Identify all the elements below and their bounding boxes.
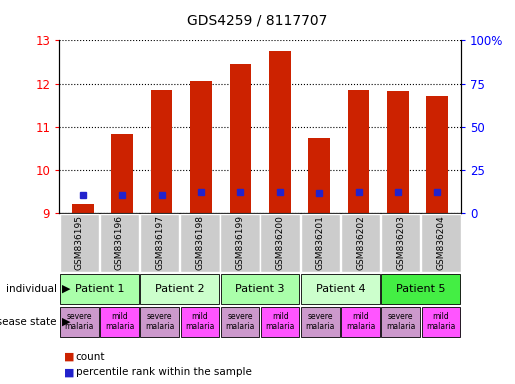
Bar <box>301 214 340 272</box>
Text: Patient 3: Patient 3 <box>235 284 285 294</box>
Bar <box>60 306 98 337</box>
Bar <box>230 64 251 213</box>
Text: GSM836197: GSM836197 <box>155 215 164 270</box>
Text: GSM836201: GSM836201 <box>316 215 325 270</box>
Text: count: count <box>76 352 105 362</box>
Bar <box>140 214 179 272</box>
Text: GDS4259 / 8117707: GDS4259 / 8117707 <box>187 13 328 27</box>
Bar <box>381 214 420 272</box>
Bar <box>261 306 299 337</box>
Bar <box>60 214 99 272</box>
Text: GSM836199: GSM836199 <box>235 215 245 270</box>
Text: percentile rank within the sample: percentile rank within the sample <box>76 367 252 377</box>
Bar <box>151 90 173 213</box>
Text: mild
malaria: mild malaria <box>265 312 295 331</box>
Text: Patient 5: Patient 5 <box>396 284 445 294</box>
Bar <box>181 306 219 337</box>
Text: mild
malaria: mild malaria <box>426 312 456 331</box>
Text: severe
malaria: severe malaria <box>64 312 94 331</box>
Bar <box>180 214 219 272</box>
Text: GSM836202: GSM836202 <box>356 215 365 270</box>
Bar <box>100 214 139 272</box>
Bar <box>382 274 460 304</box>
Text: ▶: ▶ <box>62 316 71 327</box>
Text: severe
malaria: severe malaria <box>225 312 255 331</box>
Text: GSM836203: GSM836203 <box>396 215 405 270</box>
Bar <box>111 134 133 213</box>
Bar <box>100 306 139 337</box>
Bar <box>141 274 219 304</box>
Text: GSM836195: GSM836195 <box>75 215 84 270</box>
Bar <box>301 274 380 304</box>
Bar <box>387 91 409 213</box>
Bar <box>341 306 380 337</box>
Text: severe
malaria: severe malaria <box>145 312 175 331</box>
Bar <box>421 214 460 272</box>
Bar <box>422 306 460 337</box>
Text: severe
malaria: severe malaria <box>386 312 416 331</box>
Bar <box>221 306 259 337</box>
Bar <box>301 306 339 337</box>
Bar <box>348 90 369 213</box>
Text: GSM836198: GSM836198 <box>195 215 204 270</box>
Text: disease state: disease state <box>0 316 57 327</box>
Bar <box>341 214 380 272</box>
Text: ■: ■ <box>64 367 75 377</box>
Bar <box>220 214 260 272</box>
Bar <box>426 96 448 213</box>
Text: GSM836196: GSM836196 <box>115 215 124 270</box>
Bar <box>221 274 299 304</box>
Text: Patient 4: Patient 4 <box>316 284 365 294</box>
Text: GSM836204: GSM836204 <box>436 215 445 270</box>
Text: mild
malaria: mild malaria <box>185 312 215 331</box>
Text: mild
malaria: mild malaria <box>346 312 375 331</box>
Text: ▶: ▶ <box>62 284 71 294</box>
Text: Patient 2: Patient 2 <box>155 284 204 294</box>
Bar <box>72 205 94 213</box>
Bar <box>269 51 290 213</box>
Bar <box>308 137 330 213</box>
Bar <box>141 306 179 337</box>
Bar <box>382 306 420 337</box>
Text: mild
malaria: mild malaria <box>105 312 134 331</box>
Bar <box>60 274 139 304</box>
Bar <box>261 214 300 272</box>
Text: ■: ■ <box>64 352 75 362</box>
Text: severe
malaria: severe malaria <box>305 312 335 331</box>
Text: GSM836200: GSM836200 <box>276 215 285 270</box>
Text: Patient 1: Patient 1 <box>75 284 124 294</box>
Text: individual: individual <box>6 284 57 294</box>
Bar <box>190 81 212 213</box>
